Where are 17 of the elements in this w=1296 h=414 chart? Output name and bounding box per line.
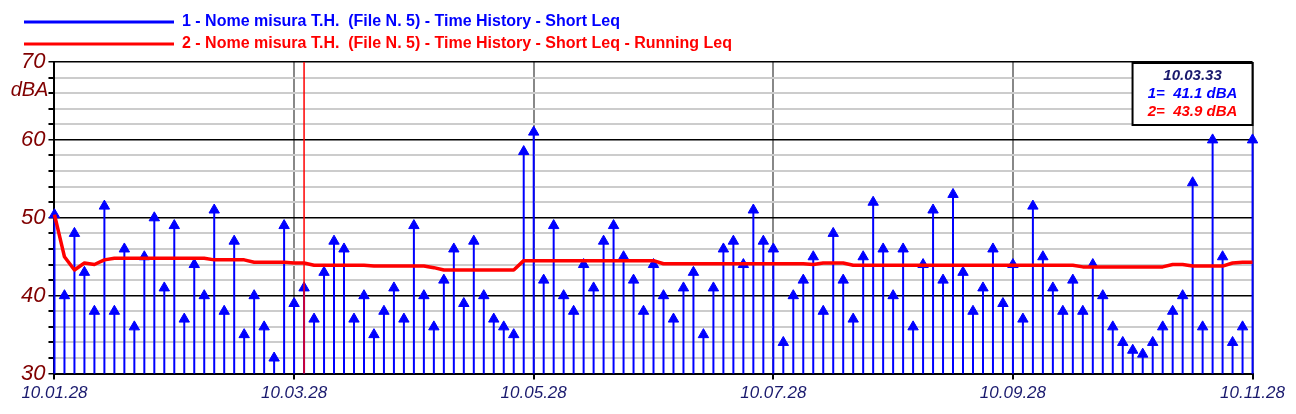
x-tick-label: 10.09.28 — [979, 382, 1047, 402]
y-tick-label: 40 — [20, 281, 47, 307]
y-axis-title: dBA — [10, 77, 49, 100]
y-tick-label: 60 — [20, 126, 47, 152]
x-tick-label: 10.05.28 — [500, 382, 568, 402]
y-tick-label: 30 — [20, 359, 47, 385]
text: 2 - Nome misura T.H. (File N. 5) - Time History - Short Leq - Running Leq — [182, 34, 732, 52]
x-tick-label: 10.01.28 — [21, 382, 89, 402]
annotation: 1= 41.1 dBA — [1147, 84, 1238, 102]
x-tick-label: 10.07.28 — [740, 382, 807, 402]
x-tick-label: 10.03.28 — [260, 382, 328, 402]
y-tick-label: 70 — [20, 48, 47, 74]
x-tick-label: 10.11.28 — [1220, 382, 1286, 402]
annotation: 2= 43.9 dBA — [1146, 102, 1238, 120]
y-tick-label: 50 — [20, 203, 47, 229]
text: 1 - Nome misura T.H. (File N. 5) - Time History - Short Leq — [182, 12, 620, 30]
annotation: 10.03.33 — [1163, 66, 1223, 84]
